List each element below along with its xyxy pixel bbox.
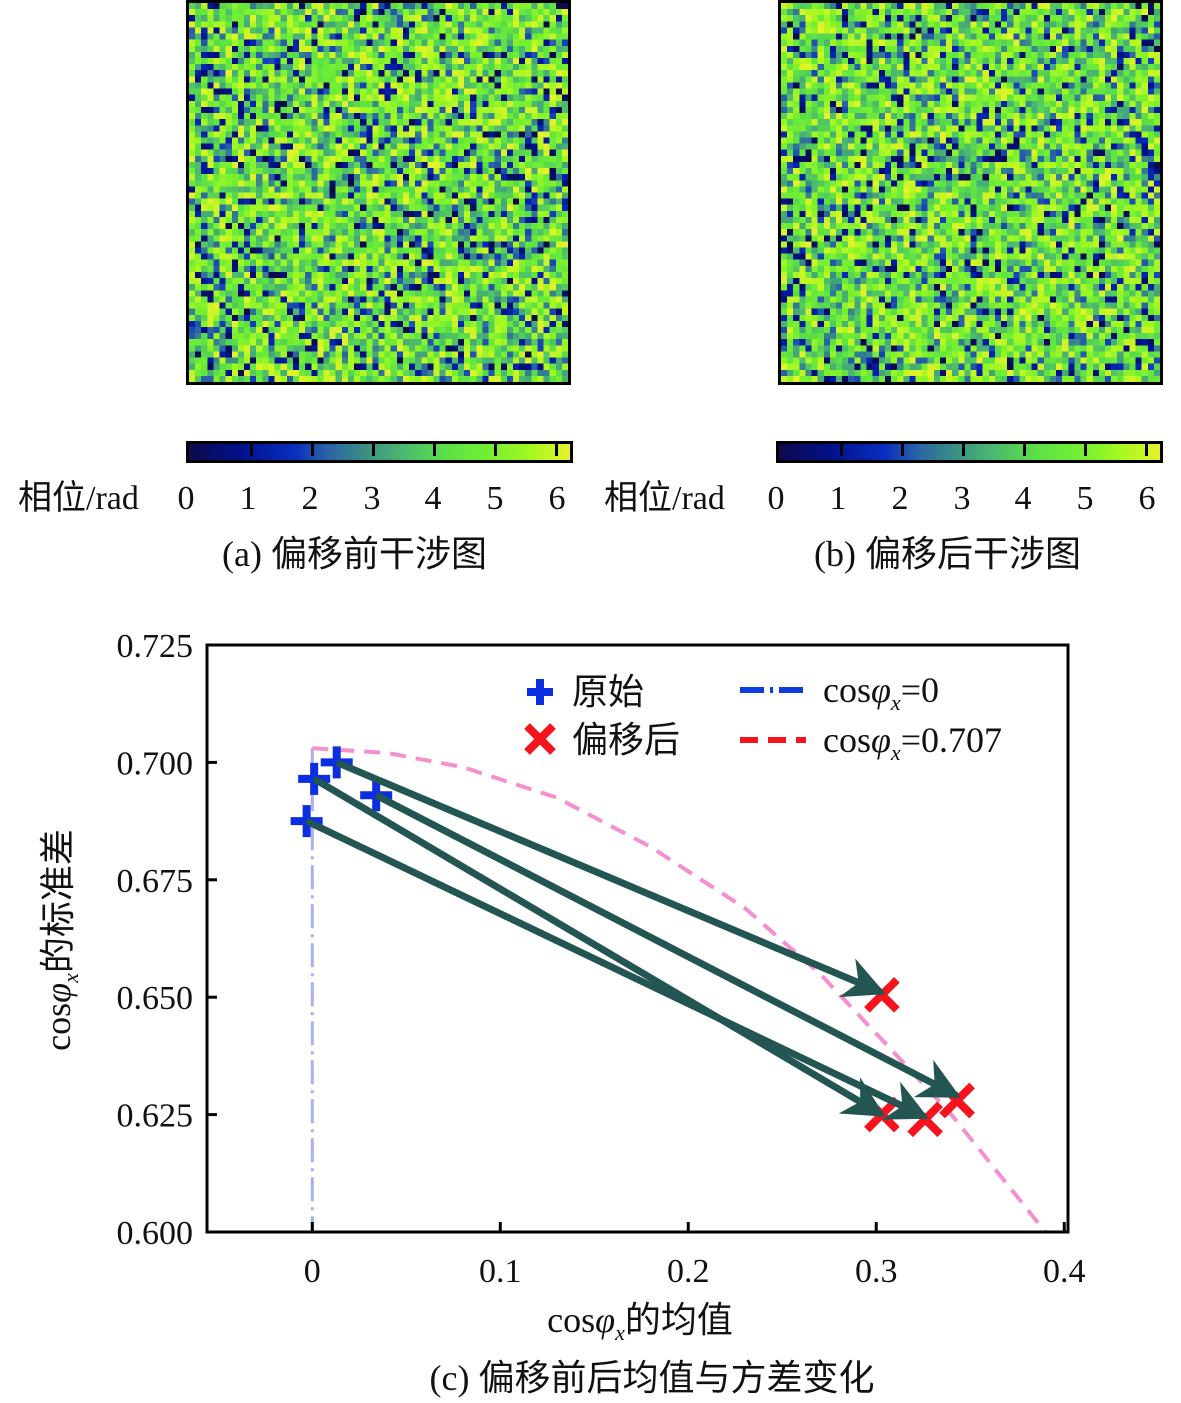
legend-item-shifted: 偏移后 (524, 720, 680, 760)
colorbar-b-tick-label: 3 (953, 480, 971, 517)
caption-a: (a) 偏移前干涉图 (222, 534, 487, 574)
legend-item-original: 原始 (527, 672, 644, 712)
colorbar-a-tick (311, 444, 314, 456)
colorbar-a-tick-label: 4 (424, 480, 442, 517)
x-tick-label: 0.4 (1043, 1253, 1086, 1290)
y-tick-label: 0.700 (117, 745, 194, 782)
plot-frame (205, 643, 1070, 1234)
legend-item-cos-0707: cosφx=0.707 (740, 720, 1002, 765)
colorbar-a-tick (372, 444, 375, 456)
colorbar-b-tick-label: 6 (1138, 480, 1156, 517)
shift-arrow (374, 792, 961, 1099)
legend-label: cosφx=0 (823, 670, 939, 715)
colorbar-b-tick (840, 444, 843, 456)
x-tick-label: 0.3 (855, 1253, 898, 1290)
colorbar-a-tick (433, 444, 436, 456)
colorbar-a-tick-label: 5 (486, 480, 504, 517)
scatter-chart: 0 0.1 0.2 0.3 0.4 0.6000.6250.6500.6750.7000… (38, 628, 1086, 1398)
colorbar-a-tick-label: 1 (239, 480, 257, 517)
colorbar-a-tick-label: 2 (301, 480, 319, 517)
colorbar-a-label: 相位/rad (18, 480, 139, 517)
legend-label: 原始 (572, 672, 644, 712)
interferogram-a-heatmap (186, 0, 571, 385)
colorbar-a-tick (250, 444, 253, 456)
colorbar-a-tick-label: 6 (548, 480, 566, 517)
x-axis-label: cosφx的均值 (547, 1300, 733, 1345)
y-tick-label: 0.725 (117, 628, 194, 665)
x-tick-label: 0.1 (479, 1253, 522, 1290)
interferogram-a-canvas (189, 3, 568, 382)
shift-arrow (312, 775, 886, 1118)
colorbar-b-tick (962, 444, 965, 456)
colorbar-b-label: 相位/rad (604, 480, 725, 517)
arrows (305, 759, 961, 1121)
shift-arrow (335, 759, 886, 998)
colorbar-b-tick-label: 0 (767, 480, 785, 517)
colorbar-b-tick-label: 1 (829, 480, 847, 517)
chart-caption: (c) 偏移前后均值与方差变化 (430, 1358, 875, 1398)
colorbar-b (776, 441, 1163, 463)
y-axis-label: cosφx的标准差 (38, 829, 83, 1051)
colorbar-b-tick (1084, 444, 1087, 456)
x-axis: 0 0.1 0.2 0.3 0.4 (304, 1222, 1086, 1290)
interferogram-b-heatmap (778, 0, 1163, 385)
shift-arrow (305, 817, 929, 1121)
colorbar-a (186, 441, 573, 463)
y-tick-label: 0.650 (117, 980, 194, 1017)
y-axis: 0.600 0.625 0.650 0.675 0.700 0.725 (117, 628, 217, 1252)
colorbar-b-tick-label: 2 (891, 480, 909, 517)
colorbar-a-tick (494, 444, 497, 456)
colorbar-b-tick (1023, 444, 1026, 456)
colorbar-a-tick (555, 444, 558, 456)
interferogram-b-canvas (781, 3, 1160, 382)
y-tick-label: 0.675 (117, 863, 194, 900)
y-tick-label: 0.600 (117, 1215, 194, 1252)
colorbar-a-tick-label: 0 (177, 480, 195, 517)
colorbar-b-tick-label: 4 (1014, 480, 1032, 517)
x-tick-label: 0 (304, 1253, 321, 1290)
colorbar-b-tick (901, 444, 904, 456)
legend-label: cosφx=0.707 (823, 720, 1002, 765)
x-tick-label: 0.2 (667, 1253, 710, 1290)
reference-lines (310, 746, 1047, 1234)
colorbar-b-tick (1145, 444, 1148, 456)
legend-item-cos-zero: cosφx=0 (740, 670, 939, 715)
reference-line-0707 (312, 746, 1047, 1234)
colorbar-a-tick-label: 3 (363, 480, 381, 517)
y-tick-label: 0.625 (117, 1098, 194, 1135)
caption-b: (b) 偏移后干涉图 (814, 534, 1081, 574)
colorbar-b-tick-label: 5 (1076, 480, 1094, 517)
legend-label: 偏移后 (572, 720, 680, 760)
